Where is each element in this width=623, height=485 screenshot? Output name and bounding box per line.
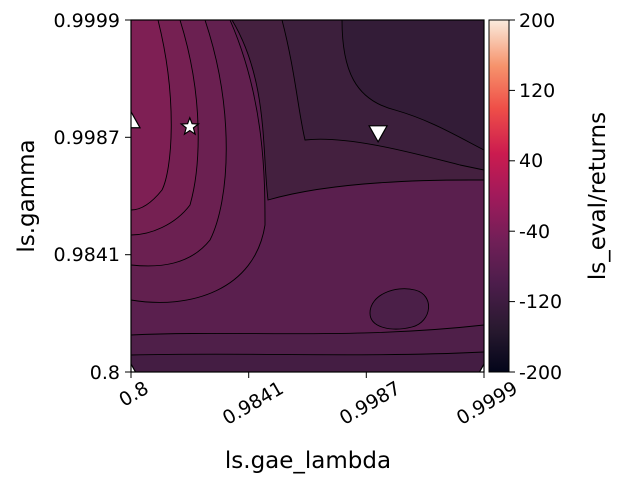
- triangle-up-marker: [478, 362, 484, 372]
- markers: [131, 110, 484, 372]
- x-tick-label: 0.9987: [336, 377, 405, 429]
- region-island: [370, 288, 429, 330]
- colorbar-tick-label: 120: [519, 80, 555, 102]
- colorbar-tick-label: -40: [519, 221, 550, 243]
- y-tick-label: 0.9841: [54, 244, 120, 266]
- contour-lines: [131, 20, 484, 356]
- contour-line: [131, 20, 199, 236]
- colorbar-tick-label: -120: [519, 291, 562, 313]
- contour-line: [281, 20, 484, 171]
- contour-line: [369, 288, 430, 330]
- contour-line: [131, 20, 172, 211]
- colorbar-gradient: [488, 19, 510, 373]
- colorbar-tick-label: 40: [519, 150, 543, 172]
- y-tick-label: 0.9999: [54, 10, 120, 32]
- triangle-up-marker: [131, 110, 142, 129]
- x-tick-label: 0.8: [115, 377, 152, 411]
- plot-frame: [130, 19, 485, 373]
- triangle-up-marker: [131, 362, 137, 372]
- triangle-down-marker: [368, 125, 389, 144]
- colorbar-tick-label: -200: [519, 362, 562, 384]
- x-axis-title: ls.gae_lambda: [225, 448, 391, 474]
- contour-line: [131, 20, 266, 303]
- region-bottom-darker: [131, 352, 484, 372]
- y-axis-title: ls.gamma: [14, 139, 40, 252]
- region-upper-right-darkest: [342, 20, 484, 150]
- y-tick-label: 0.8: [90, 362, 120, 384]
- x-axis: 0.8 0.9841 0.9987 0.9999 ls.gae_lambda: [115, 372, 522, 474]
- x-tick-label: 0.9999: [453, 377, 522, 429]
- contour-field: [131, 20, 484, 372]
- star-marker: [179, 116, 201, 136]
- contour-line: [341, 20, 484, 151]
- y-tick-label: 0.9987: [54, 127, 120, 149]
- contour-line: [231, 20, 484, 201]
- colorbar: 200 120 40 -40 -120 -200 ls_eval/returns: [488, 10, 611, 384]
- contour-line: [131, 324, 484, 336]
- contour-line: [131, 20, 227, 267]
- x-tick-label: 0.9841: [219, 377, 288, 429]
- colorbar-title: ls_eval/returns: [585, 112, 611, 280]
- colorbar-tick-label: 200: [519, 10, 555, 32]
- region-left-4: [131, 20, 172, 210]
- contour-line: [131, 351, 484, 356]
- y-axis: 0.9999 0.9987 0.9841 0.8 ls.gamma: [14, 10, 131, 384]
